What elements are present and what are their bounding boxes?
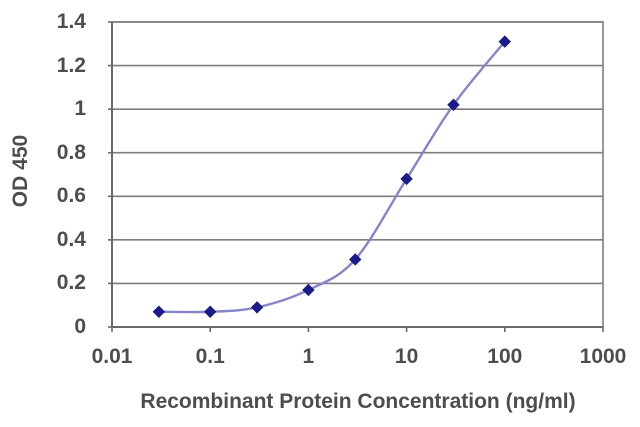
data-point-marker bbox=[250, 301, 264, 314]
x-tick-label: 10 bbox=[394, 345, 419, 368]
y-tick-label: 1 bbox=[74, 97, 86, 121]
series-line bbox=[158, 40, 506, 314]
y-axis-title: OD 450 bbox=[9, 134, 32, 208]
x-axis-title: Recombinant Protein Concentration (ng/ml… bbox=[140, 390, 576, 413]
y-tick-label: 0.8 bbox=[56, 140, 86, 164]
y-tick-label: 1.4 bbox=[56, 10, 86, 33]
data-point-marker bbox=[498, 35, 512, 48]
x-tick-label: 100 bbox=[487, 345, 523, 368]
plot-frame bbox=[111, 21, 604, 328]
data-point-marker bbox=[203, 305, 217, 318]
y-tick-label: 0.2 bbox=[56, 271, 86, 295]
y-tick-label: 0.4 bbox=[56, 227, 86, 251]
y-tick-label: 0.6 bbox=[56, 184, 86, 208]
data-point-marker bbox=[302, 283, 315, 297]
data-point-marker bbox=[400, 172, 413, 186]
data-point-marker bbox=[152, 305, 166, 318]
data-point-marker bbox=[447, 98, 460, 111]
x-tick-label: 0.01 bbox=[91, 345, 133, 368]
x-tick-label: 0.1 bbox=[195, 345, 225, 368]
y-tick-label: 1.2 bbox=[56, 53, 86, 77]
x-tick-label: 1 bbox=[302, 345, 315, 368]
y-tick-label: 0 bbox=[74, 315, 86, 338]
data-point-marker bbox=[349, 253, 362, 266]
x-tick-label: 1000 bbox=[579, 345, 627, 368]
